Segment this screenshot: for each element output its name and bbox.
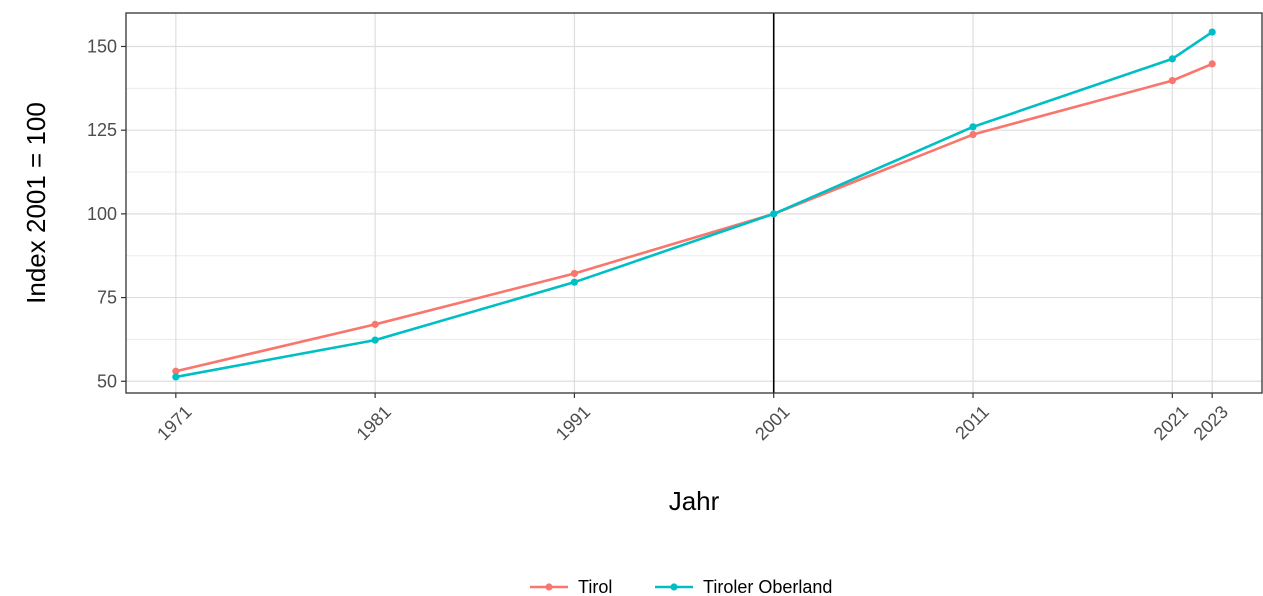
x-tick-label: 2011: [951, 402, 993, 444]
data-point: [570, 278, 579, 286]
legend-item-2: Tiroler Oberland: [655, 577, 832, 596]
legend-label: Tiroler Oberland: [703, 577, 832, 596]
y-tick-label: 100: [87, 204, 117, 224]
x-tick-label: 1971: [153, 402, 195, 444]
series-1: [172, 60, 1216, 375]
data-point: [1168, 77, 1176, 85]
data-point: [1208, 60, 1216, 68]
data-point: [172, 373, 180, 381]
data-point: [969, 123, 977, 131]
data-point: [1168, 55, 1176, 63]
y-tick-label: 150: [87, 36, 117, 56]
series-line: [174, 62, 1214, 373]
x-tick-label: 2021: [1150, 402, 1192, 444]
x-axis-title: Jahr: [669, 486, 720, 516]
data-point: [770, 210, 778, 218]
x-tick-label: 1981: [353, 402, 395, 444]
legend-item-1: Tirol: [530, 577, 612, 596]
data-point: [371, 336, 379, 344]
legend-label: Tirol: [578, 577, 612, 596]
x-tick-label: 2001: [751, 402, 793, 444]
x-tick-label: 1991: [552, 402, 594, 444]
legend-key-point: [670, 583, 678, 591]
series-layer: [172, 28, 1216, 381]
data-point: [172, 367, 180, 375]
major-gridlines: [126, 13, 1262, 393]
y-tick-label: 75: [97, 288, 117, 308]
x-tick-label: 2023: [1190, 402, 1232, 444]
legend-key-point: [545, 583, 553, 591]
series-line: [174, 30, 1214, 379]
data-point: [371, 320, 379, 328]
legend: Tirol Tiroler Oberland: [530, 577, 832, 596]
data-point: [1208, 28, 1216, 36]
y-axis-title: Index 2001 = 100: [21, 102, 51, 304]
y-tick-label: 50: [97, 371, 117, 391]
data-point: [969, 130, 977, 139]
series-2: [172, 28, 1216, 381]
minor-gridlines: [126, 87, 1262, 340]
y-axis-ticks: 50 75 100 125 150: [87, 36, 126, 391]
data-point: [570, 269, 579, 278]
panel-border: [125, 12, 1263, 394]
y-tick-label: 125: [87, 120, 117, 140]
